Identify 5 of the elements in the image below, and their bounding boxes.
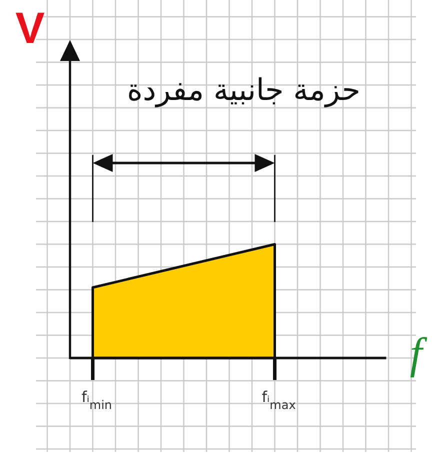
text: حزمة جانبية مفردة [127, 73, 360, 108]
x-tick-label: fᵢ$_{max}$ [262, 388, 296, 412]
x-tick-label: fᵢ$_{min}$ [81, 388, 112, 412]
y-axis-title: V [15, 4, 46, 53]
x-axis-title: f [410, 329, 428, 378]
